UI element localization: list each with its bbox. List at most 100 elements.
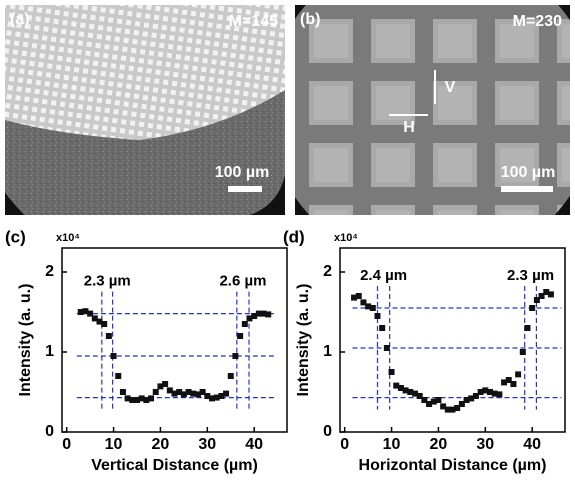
marker (393, 382, 400, 389)
marker (232, 353, 239, 359)
marker (77, 309, 84, 315)
panel-label: (c) (5, 227, 26, 246)
marker (138, 395, 145, 402)
marker (180, 391, 187, 398)
marker (538, 293, 545, 299)
marker (237, 333, 244, 339)
y-axis-label: Intensity (a. u.) (17, 284, 34, 397)
marker (218, 393, 225, 399)
marker (119, 389, 126, 395)
y-tick-label: 2 (323, 263, 332, 280)
marker (110, 353, 117, 359)
y-tick-label: 0 (323, 423, 332, 440)
marker (496, 391, 503, 398)
magnification: M=230 (513, 13, 562, 30)
marker (166, 387, 173, 394)
marker (505, 377, 512, 383)
x-tick-label: 10 (105, 436, 123, 453)
x-tick-label: 30 (476, 436, 494, 453)
y-tick-label: 1 (323, 343, 332, 360)
marker (91, 315, 98, 322)
scale-bar-label: 100 µm (501, 164, 556, 181)
marker (402, 387, 409, 394)
marker (105, 333, 112, 339)
marker-label: V (445, 79, 456, 96)
marker (477, 389, 484, 395)
annotation: 2.3 µm (507, 267, 554, 284)
marker (421, 397, 428, 403)
marker (213, 394, 220, 401)
marker (360, 299, 367, 306)
marker (223, 390, 230, 397)
marker (515, 371, 522, 378)
marker (101, 321, 108, 327)
marker (454, 405, 461, 411)
marker (524, 325, 531, 331)
magnification: M=145 (229, 13, 278, 30)
marker (204, 393, 211, 399)
plot-frame (339, 247, 566, 433)
marker-label: H (403, 119, 415, 136)
marker (397, 385, 404, 391)
x-tick-label: 30 (198, 436, 216, 453)
x-tick-label: 0 (62, 436, 71, 453)
marker (246, 315, 253, 322)
micrograph-a (5, 5, 285, 215)
x-tick-label: 20 (430, 436, 448, 453)
annotation: 2.6 µm (219, 273, 266, 290)
marker (157, 383, 164, 390)
annotation: 2.3 µm (84, 273, 131, 290)
marker (440, 403, 447, 410)
marker (379, 325, 386, 331)
marker (227, 373, 234, 379)
marker (152, 389, 159, 395)
x-tick-label: 40 (245, 436, 263, 453)
marker (519, 349, 526, 355)
marker (547, 291, 554, 298)
marker (162, 381, 169, 387)
scale-bar (228, 186, 262, 192)
marker (241, 321, 248, 327)
marker (468, 395, 475, 402)
marker (82, 308, 89, 315)
marker (124, 395, 131, 402)
panel-label: (b) (300, 11, 320, 28)
marker (251, 313, 258, 319)
marker (444, 406, 451, 413)
marker (176, 389, 183, 395)
marker (472, 393, 479, 399)
marker (185, 389, 192, 395)
marker (194, 391, 201, 398)
marker (407, 389, 414, 395)
x-tick-label: 20 (152, 436, 170, 453)
annotation: 2.4 µm (360, 267, 407, 284)
panel-label: (a) (10, 11, 30, 28)
marker (543, 289, 550, 295)
marker (369, 305, 376, 311)
marker (501, 379, 508, 386)
x-axis-label: Horizontal Distance (µm) (359, 457, 547, 474)
x-axis-label: Vertical Distance (µm) (91, 457, 258, 474)
marker (190, 390, 197, 397)
marker (115, 373, 122, 379)
marker (171, 390, 178, 397)
marker (134, 397, 140, 403)
marker (463, 397, 470, 403)
marker (449, 406, 456, 413)
marker (209, 395, 215, 402)
scale-bar (501, 186, 553, 192)
marker (260, 310, 267, 317)
y-tick-label: 2 (45, 263, 54, 280)
y-multiplier: x10⁴ (334, 232, 358, 244)
marker (458, 401, 465, 407)
marker (143, 397, 150, 403)
marker (374, 313, 381, 319)
marker (355, 293, 362, 299)
marker (482, 387, 489, 394)
marker (96, 318, 103, 325)
marker (416, 393, 423, 399)
marker (365, 303, 372, 310)
y-tick-label: 0 (45, 423, 54, 440)
marker (148, 395, 155, 402)
